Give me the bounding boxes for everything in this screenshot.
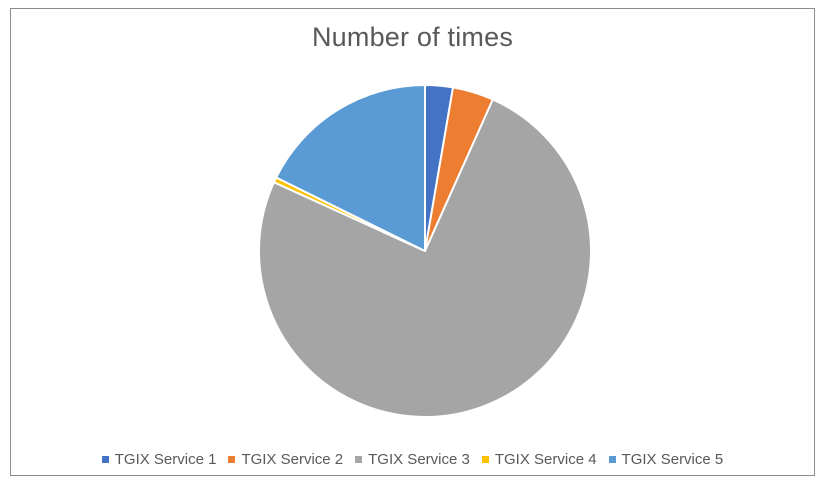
legend-item-4: TGIX Service 4 [481, 451, 597, 468]
legend-label: TGIX Service 5 [621, 451, 724, 468]
legend-label: TGIX Service 3 [368, 451, 470, 468]
legend-swatch [228, 456, 236, 463]
legend-label: TGIX Service 4 [494, 451, 597, 468]
legend-item-2: TGIX Service 2 [228, 451, 343, 468]
legend-swatch [481, 456, 489, 463]
chart-title: Number of times [311, 22, 514, 52]
legend: TGIX Service 1 TGIX Service 2 TGIX Service… [11, 451, 814, 468]
pie-chart [258, 83, 592, 418]
pie-slice-3 [258, 98, 592, 418]
legend-item-5: TGIX Service 5 [608, 451, 724, 468]
legend-swatch [355, 456, 363, 463]
legend-item-3: TGIX Service 3 [355, 451, 470, 468]
legend-item-1: TGIX Service 1 [101, 451, 217, 468]
legend-swatch [101, 456, 109, 463]
pie-slice-5 [275, 84, 426, 252]
legend-label: TGIX Service 2 [241, 451, 344, 468]
legend-label: TGIX Service 1 [114, 451, 217, 468]
legend-swatch [608, 456, 616, 463]
chart-frame: Number of times TGIX Service 1 TGIX Servi… [10, 8, 815, 476]
